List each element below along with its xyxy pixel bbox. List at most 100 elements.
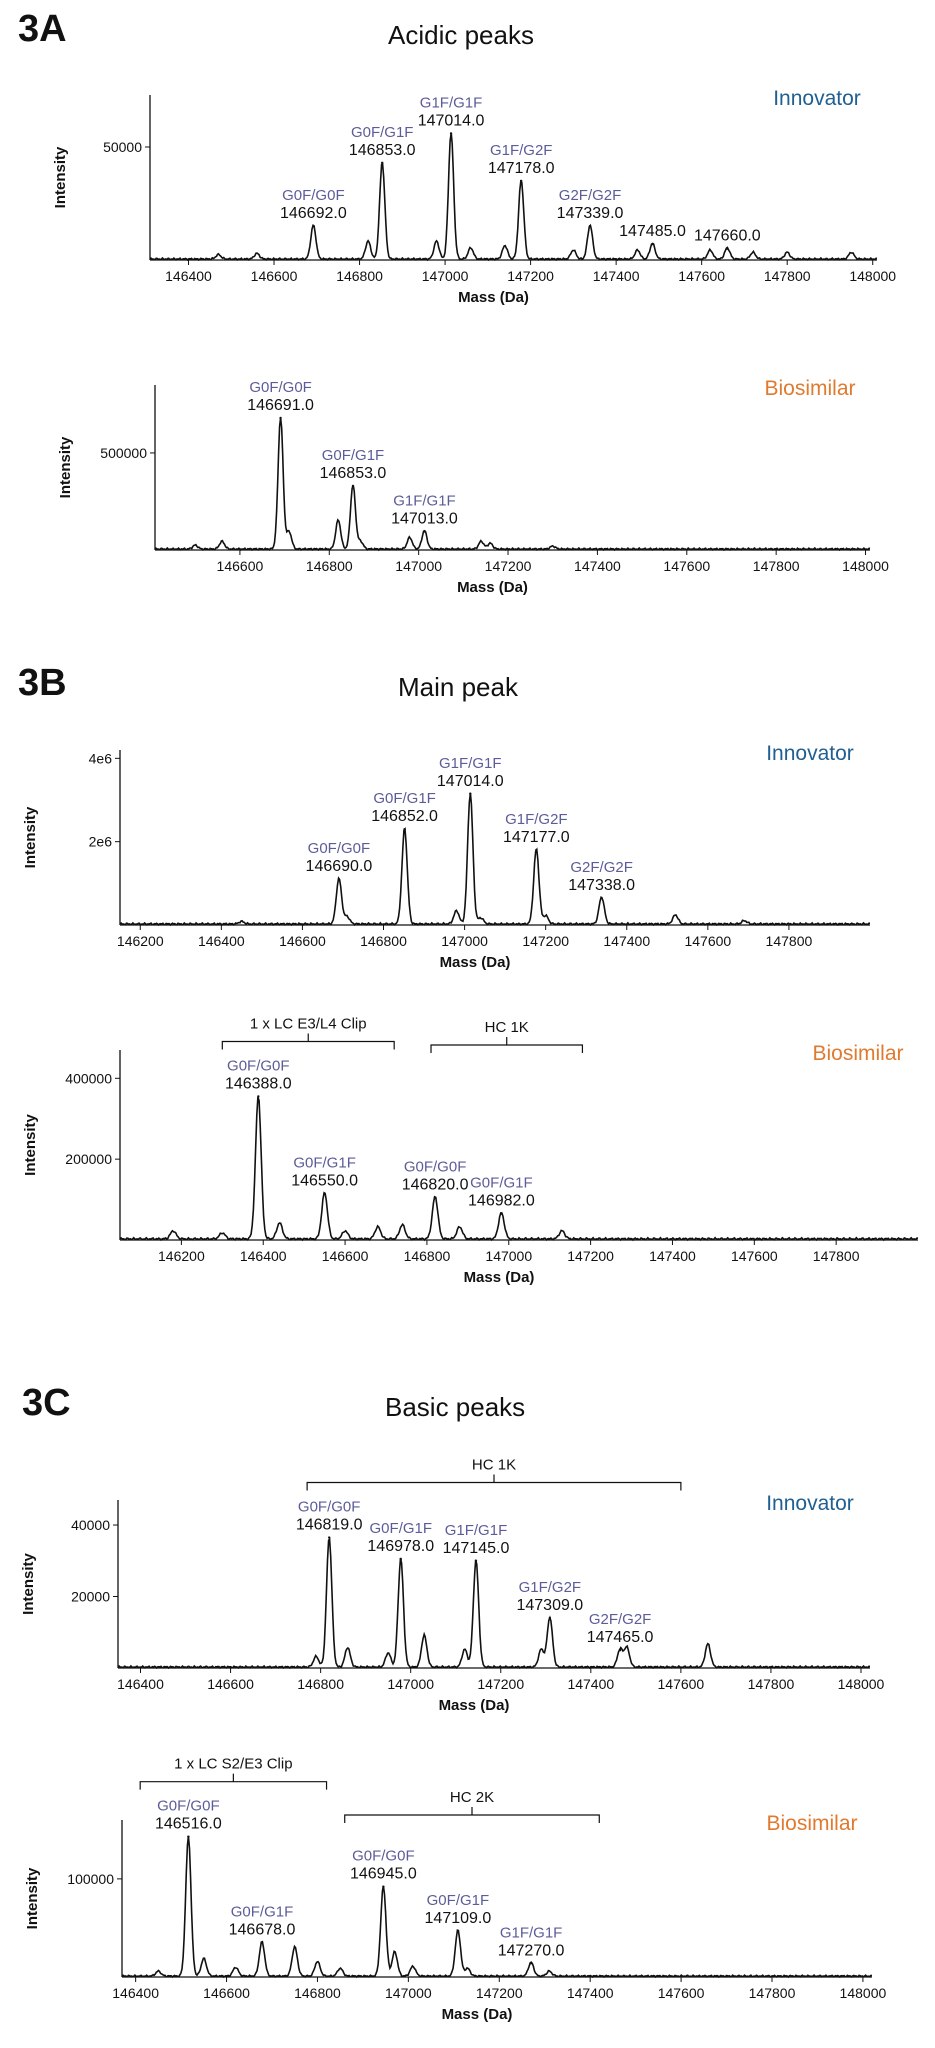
x-tick-label: 147400 — [574, 558, 621, 574]
x-tick-label: 147200 — [476, 1985, 523, 2001]
x-tick-label: 148000 — [840, 1985, 887, 2001]
peak-point — [337, 877, 341, 881]
x-tick-label: 147400 — [603, 933, 650, 949]
x-tick-label: 147600 — [678, 268, 725, 284]
x-tick-label: 147000 — [387, 1676, 434, 1692]
peak-glycan-label: G1F/G1F — [500, 1924, 563, 1941]
y-axis-title: Intensity — [20, 1553, 37, 1615]
peak-point — [381, 161, 384, 165]
peak-mass-label: 146853.0 — [320, 465, 387, 482]
spectrum-trace — [149, 132, 878, 262]
x-tick-label: 147000 — [422, 268, 469, 284]
peak-glycan-label: G1F/G2F — [519, 1579, 582, 1596]
peak-glycan-label: G0F/G0F — [227, 1057, 290, 1074]
x-tick-label: 147800 — [753, 558, 800, 574]
y-tick-label: 500000 — [100, 445, 147, 461]
peak-point — [529, 1962, 533, 1965]
peak-glycan-label: G2F/G2F — [570, 859, 633, 876]
x-tick-label: 147600 — [658, 1985, 705, 2001]
section-title-3a: Acidic peaks — [388, 20, 534, 50]
peak-point — [548, 1616, 552, 1620]
peak-mass-label: 147109.0 — [425, 1910, 492, 1927]
peak-glycan-label: G0F/G1F — [231, 1904, 294, 1921]
peak-mass-label: 146516.0 — [155, 1816, 222, 1833]
bracket-line — [221, 1033, 395, 1050]
peak-point — [257, 1095, 260, 1098]
peak-point — [500, 1212, 503, 1215]
x-tick-label: 148000 — [842, 558, 889, 574]
x-tick-label: 147200 — [522, 933, 569, 949]
x-tick-label: 147200 — [485, 558, 532, 574]
x-tick-label: 147400 — [567, 1676, 614, 1692]
x-tick-label: 146800 — [404, 1248, 451, 1264]
peak-glycan-label: G1F/G1F — [439, 755, 502, 772]
peak-mass-label: 146820.0 — [402, 1177, 469, 1194]
peak-point — [600, 896, 603, 900]
x-tick-label: 147200 — [477, 1676, 524, 1692]
x-tick-label: 147000 — [395, 558, 442, 574]
x-tick-label: 147400 — [567, 1985, 614, 2001]
peak-glycan-label: G1F/G2F — [490, 142, 553, 159]
spectrum-trace — [119, 792, 871, 927]
peak-glycan-label: G0F/G1F — [470, 1175, 533, 1192]
x-tick-label: 147800 — [764, 268, 811, 284]
y-axis-title: Intensity — [57, 436, 74, 498]
peak-point — [433, 1196, 437, 1199]
peak-mass-label: 146388.0 — [225, 1075, 292, 1092]
bracket-line — [430, 1037, 584, 1053]
peak-point — [474, 1559, 478, 1562]
x-tick-label: 147600 — [663, 558, 710, 574]
peak-point — [618, 1648, 622, 1652]
peak-glycan-label: G0F/G1F — [351, 124, 414, 141]
peak-mass-label: 147465.0 — [587, 1629, 654, 1646]
panel-label-3c: 3C — [22, 1382, 71, 1424]
x-tick-label: 147600 — [684, 933, 731, 949]
peak-point — [469, 792, 472, 795]
sample-label-innovator: Innovator — [773, 87, 861, 110]
peak-point — [535, 848, 538, 852]
panel-label-3b: 3B — [18, 662, 67, 704]
peak-glycan-label: G2F/G2F — [589, 1611, 652, 1628]
x-tick-label: 147600 — [731, 1248, 778, 1264]
chart-3a-innovator: 146400 146600 146800 147000 147200 147400 1476… — [52, 87, 896, 306]
x-tick-label: 146800 — [294, 1985, 341, 2001]
x-axis-title: Mass (Da) — [440, 954, 511, 971]
peak-mass-label: 146978.0 — [367, 1538, 434, 1555]
peak-mass-label: 146678.0 — [229, 1922, 296, 1939]
x-tick-label: 146600 — [207, 1676, 254, 1692]
peak-point — [260, 1941, 264, 1944]
peak-mass-label: 147485.0 — [619, 223, 686, 240]
peak-mass-label: 147145.0 — [443, 1540, 510, 1557]
x-tick-label: 146200 — [117, 933, 164, 949]
y-tick-label: 40000 — [71, 1517, 110, 1533]
y-tick-label: 2e6 — [89, 834, 113, 850]
peak-glycan-label: G0F/G1F — [322, 447, 385, 464]
bracket-line — [139, 1773, 328, 1790]
x-tick-label: 146600 — [251, 268, 298, 284]
peak-point — [519, 179, 523, 183]
peak-point — [403, 827, 406, 831]
sample-label-innovator: Innovator — [766, 742, 854, 765]
peak-glycan-label: G0F/G1F — [427, 1892, 490, 1909]
bracket-label: 1 x LC S2/E3 Clip — [174, 1756, 292, 1773]
x-tick-label: 147200 — [507, 268, 554, 284]
peak-glycan-label: G0F/G1F — [293, 1155, 356, 1172]
peak-mass-label: 147014.0 — [418, 112, 485, 129]
x-tick-label: 146600 — [279, 933, 326, 949]
peak-point — [588, 224, 592, 228]
x-tick-label: 146200 — [158, 1248, 205, 1264]
chart-3b-innovator: 146200 146400 146600 146800 147000 147200 1474… — [22, 742, 871, 971]
x-tick-label: 146400 — [240, 1248, 287, 1264]
peak-point — [449, 132, 453, 135]
x-tick-label: 147000 — [485, 1248, 532, 1264]
x-axis-title: Mass (Da) — [439, 1697, 510, 1714]
sample-label-biosimilar: Biosimilar — [764, 377, 855, 400]
x-tick-label: 147800 — [748, 1676, 795, 1692]
peak-mass-label: 146690.0 — [306, 858, 373, 875]
x-tick-label: 148000 — [849, 268, 896, 284]
x-tick-label: 147800 — [749, 1985, 796, 2001]
peak-mass-label: 147660.0 — [694, 228, 761, 245]
x-tick-label: 147000 — [441, 933, 488, 949]
peak-mass-label: 146853.0 — [349, 142, 416, 159]
section-title-3c: Basic peaks — [385, 1392, 526, 1422]
